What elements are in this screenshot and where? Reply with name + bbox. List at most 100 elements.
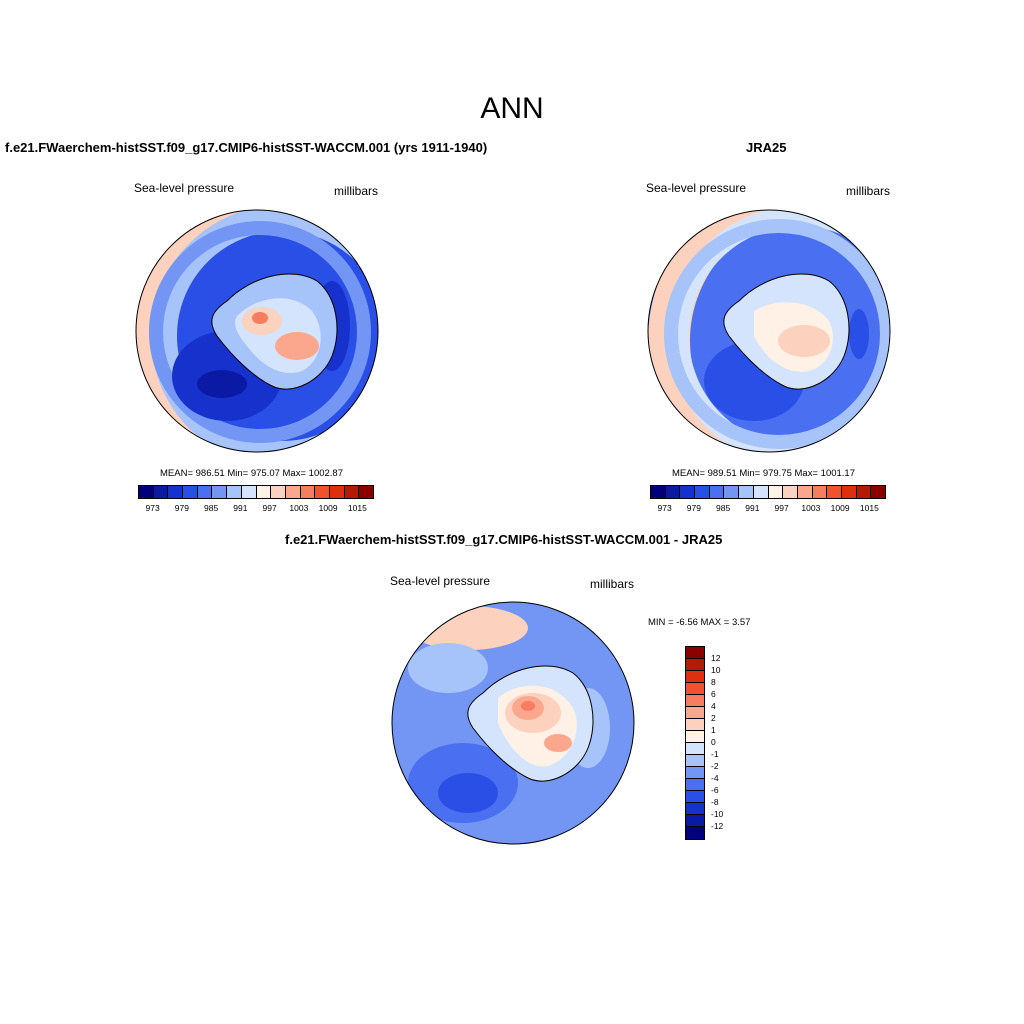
colorbar-swatch xyxy=(753,486,769,498)
colorbar-swatch xyxy=(256,486,272,498)
colorbar-tick-label: 10 xyxy=(711,665,721,675)
colorbar-swatch xyxy=(197,486,213,498)
colorbar-swatch xyxy=(709,486,725,498)
colorbar-swatch xyxy=(686,803,704,815)
colorbar-tick-label: 1003 xyxy=(289,503,309,513)
panel3-map xyxy=(391,601,635,845)
colorbar-swatch xyxy=(212,486,228,498)
colorbar-tick-label: 6 xyxy=(711,689,716,699)
colorbar-swatch xyxy=(686,731,704,743)
colorbar-swatch xyxy=(329,486,345,498)
colorbar-tick-label: 4 xyxy=(711,701,716,711)
colorbar-tick-label: 979 xyxy=(686,503,701,513)
colorbar-tick-label: 1015 xyxy=(347,503,367,513)
panel2-colorbar xyxy=(650,485,886,499)
panel2-stats: MEAN= 989.51 Min= 979.75 Max= 1001.17 xyxy=(672,468,855,479)
colorbar-swatch xyxy=(183,486,198,498)
colorbar-swatch xyxy=(651,486,666,498)
panel2-units-label: millibars xyxy=(846,184,891,198)
colorbar-tick-label: 973 xyxy=(145,503,160,513)
colorbar-swatch xyxy=(827,486,842,498)
colorbar-swatch xyxy=(241,486,257,498)
colorbar-swatch xyxy=(153,486,169,498)
colorbar-swatch xyxy=(344,486,360,498)
panel1-title: f.e21.FWaerchem-histSST.f09_g17.CMIP6-hi… xyxy=(5,140,488,155)
panel3-colorbar xyxy=(685,646,705,840)
colorbar-swatch xyxy=(686,815,704,827)
panel2-colorbar-ticks: 973 979 985 991 997 1003 1009 1015 xyxy=(650,503,884,515)
figure-title: ANN xyxy=(480,92,544,125)
colorbar-swatch xyxy=(841,486,857,498)
colorbar-tick-label: -2 xyxy=(711,761,719,771)
colorbar-tick-label: 1009 xyxy=(318,503,338,513)
colorbar-swatch xyxy=(359,486,373,498)
colorbar-swatch xyxy=(227,486,242,498)
colorbar-tick-label: 1015 xyxy=(859,503,879,513)
panel3-title: f.e21.FWaerchem-histSST.f09_g17.CMIP6-hi… xyxy=(285,532,723,547)
panel3-units-label: millibars xyxy=(590,577,635,591)
panel2-variable-label: Sea-level pressure xyxy=(646,181,747,195)
colorbar-swatch xyxy=(686,707,704,719)
colorbar-swatch xyxy=(300,486,316,498)
colorbar-tick-label: -1 xyxy=(711,749,719,759)
colorbar-tick-label: 2 xyxy=(711,713,716,723)
colorbar-tick-label: 997 xyxy=(262,503,277,513)
panel3-variable-label: Sea-level pressure xyxy=(390,574,491,588)
colorbar-swatch xyxy=(271,486,286,498)
colorbar-tick-label: -10 xyxy=(711,809,724,819)
colorbar-tick-label: -6 xyxy=(711,785,719,795)
colorbar-tick-label: 991 xyxy=(745,503,760,513)
colorbar-swatch xyxy=(856,486,872,498)
colorbar-swatch xyxy=(695,486,710,498)
panel2-map xyxy=(647,209,891,453)
colorbar-swatch xyxy=(686,647,704,659)
colorbar-swatch xyxy=(797,486,813,498)
colorbar-tick-label: 0 xyxy=(711,737,716,747)
colorbar-swatch xyxy=(665,486,681,498)
colorbar-swatch xyxy=(285,486,301,498)
colorbar-swatch xyxy=(686,791,704,803)
colorbar-tick-label: 985 xyxy=(204,503,219,513)
colorbar-swatch xyxy=(686,719,704,731)
colorbar-swatch xyxy=(686,767,704,779)
colorbar-swatch xyxy=(686,743,704,755)
colorbar-swatch xyxy=(168,486,184,498)
colorbar-tick-label: -8 xyxy=(711,797,719,807)
colorbar-swatch xyxy=(686,779,704,791)
colorbar-tick-label: 1003 xyxy=(801,503,821,513)
colorbar-tick-label: -12 xyxy=(711,821,724,831)
colorbar-tick-label: 985 xyxy=(716,503,731,513)
colorbar-swatch xyxy=(871,486,885,498)
panel1-stats: MEAN= 986.51 Min= 975.07 Max= 1002.87 xyxy=(160,468,343,479)
colorbar-tick-label: 979 xyxy=(174,503,189,513)
colorbar-swatch xyxy=(812,486,828,498)
panel1-map xyxy=(135,209,379,453)
colorbar-tick-label: 991 xyxy=(233,503,248,513)
colorbar-tick-label: 12 xyxy=(711,653,721,663)
colorbar-tick-label: 1 xyxy=(711,725,716,735)
colorbar-swatch xyxy=(783,486,798,498)
colorbar-swatch xyxy=(686,671,704,683)
panel1-colorbar xyxy=(138,485,374,499)
colorbar-tick-label: 973 xyxy=(657,503,672,513)
panel1-colorbar-ticks: 973 979 985 991 997 1003 1009 1015 xyxy=(138,503,372,515)
colorbar-swatch xyxy=(724,486,740,498)
panel1-units-label: millibars xyxy=(334,184,379,198)
colorbar-tick-label: 8 xyxy=(711,677,716,687)
colorbar-swatch xyxy=(315,486,330,498)
colorbar-swatch xyxy=(686,755,704,767)
colorbar-tick-label: 1009 xyxy=(830,503,850,513)
panel1-variable-label: Sea-level pressure xyxy=(134,181,235,195)
colorbar-swatch xyxy=(686,695,704,707)
colorbar-swatch xyxy=(739,486,754,498)
panel2-title: JRA25 xyxy=(746,140,787,155)
colorbar-tick-label: 997 xyxy=(774,503,789,513)
colorbar-swatch xyxy=(768,486,784,498)
panel3-stats: MIN = -6.56 MAX = 3.57 xyxy=(648,617,751,628)
colorbar-swatch xyxy=(139,486,154,498)
colorbar-swatch xyxy=(686,683,704,695)
colorbar-swatch xyxy=(680,486,696,498)
colorbar-tick-label: -4 xyxy=(711,773,719,783)
colorbar-swatch xyxy=(686,827,704,839)
colorbar-swatch xyxy=(686,659,704,671)
